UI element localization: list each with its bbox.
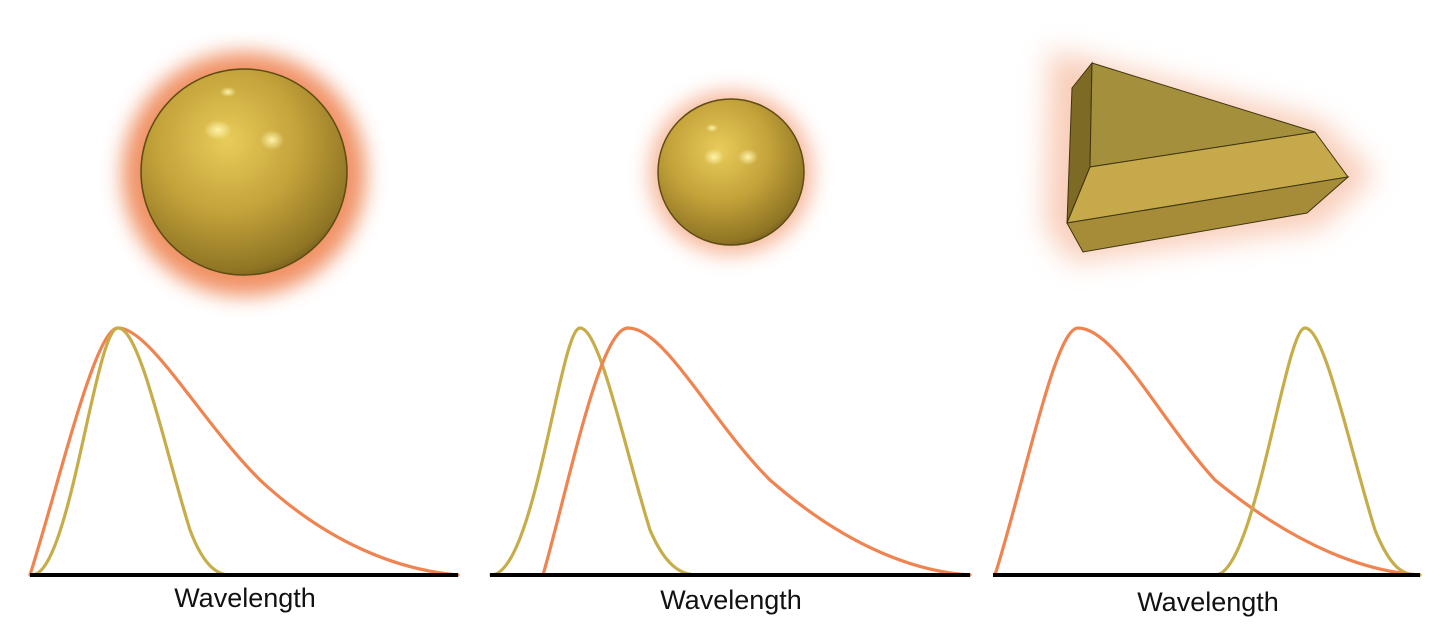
large-sphere-particle	[122, 52, 366, 296]
gold-sphere	[657, 98, 805, 246]
triangular-prism-particle	[1045, 50, 1375, 262]
specular-highlight	[738, 149, 758, 165]
absorption-spectrum-gold	[1213, 326, 1422, 577]
scattering-spectrum-orange	[28, 326, 460, 577]
prism-bottom-face	[1066, 176, 1350, 253]
specular-highlight	[704, 149, 724, 165]
specular-highlight	[706, 124, 718, 132]
spectrum-panel-3: Wavelength	[993, 326, 1422, 617]
scattering-spectrum-orange	[993, 326, 1422, 577]
absorption-spectrum-gold	[489, 326, 702, 577]
scattering-spectrum-orange	[541, 326, 972, 577]
x-axis-label: Wavelength	[660, 585, 802, 615]
specular-highlight	[260, 130, 284, 150]
spectrum-panel-2: Wavelength	[489, 326, 972, 615]
small-sphere-particle	[649, 91, 813, 255]
specular-highlight	[204, 120, 232, 140]
gold-sphere	[140, 68, 348, 276]
specular-highlight	[220, 87, 236, 97]
spectrum-panel-1: Wavelength	[28, 326, 460, 613]
absorption-spectrum-gold	[30, 326, 232, 577]
x-axis-label: Wavelength	[1137, 587, 1279, 617]
x-axis-label: Wavelength	[174, 583, 316, 613]
